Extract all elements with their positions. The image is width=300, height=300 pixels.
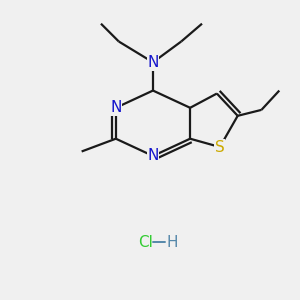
Text: N: N (147, 148, 159, 164)
Text: H: H (167, 235, 178, 250)
Text: N: N (147, 55, 159, 70)
Text: S: S (215, 140, 225, 154)
Text: Cl: Cl (138, 235, 153, 250)
Text: N: N (110, 100, 122, 115)
